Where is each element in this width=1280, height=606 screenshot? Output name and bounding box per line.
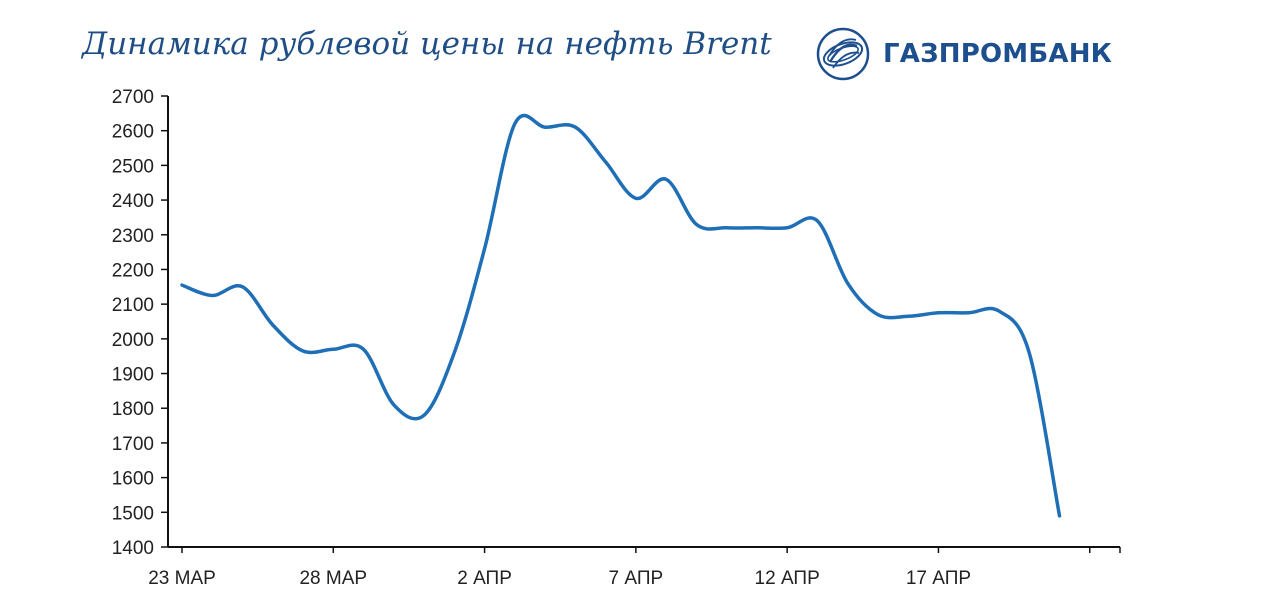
y-tick-label: 1400 (112, 538, 154, 559)
y-tick-label: 1800 (112, 399, 154, 420)
gazprom-flame-globe-icon (816, 27, 870, 81)
x-tick-label: 2 АПР (457, 568, 512, 589)
y-tick-label: 2600 (112, 122, 154, 143)
gazprombank-logo: ГАЗПРОМБАНК (815, 26, 1112, 82)
y-tick-label: 1900 (112, 365, 154, 386)
x-tick-label: 12 АПР (755, 568, 820, 589)
y-tick-label: 2000 (112, 330, 154, 351)
y-tick-label: 2500 (112, 156, 154, 177)
x-tick-label: 23 МАР (148, 568, 216, 589)
y-tick-label: 2400 (112, 191, 154, 212)
y-tick-label: 2300 (112, 226, 154, 247)
y-tick-label: 1600 (112, 469, 154, 490)
y-tick-label: 2200 (112, 260, 154, 281)
x-tick-label: 28 МАР (299, 568, 367, 589)
y-tick-label: 2700 (112, 87, 154, 108)
x-tick-label: 17 АПР (906, 568, 971, 589)
y-tick-label: 1500 (112, 503, 154, 524)
y-tick-label: 1700 (112, 434, 154, 455)
y-tick-label: 2100 (112, 295, 154, 316)
chart-title: Динамика рублевой цены на нефть Brent (82, 26, 772, 62)
logo-text: ГАЗПРОМБАНК (883, 39, 1113, 69)
x-tick-label: 7 АПР (609, 568, 664, 589)
price-series-line (180, 113, 1062, 518)
